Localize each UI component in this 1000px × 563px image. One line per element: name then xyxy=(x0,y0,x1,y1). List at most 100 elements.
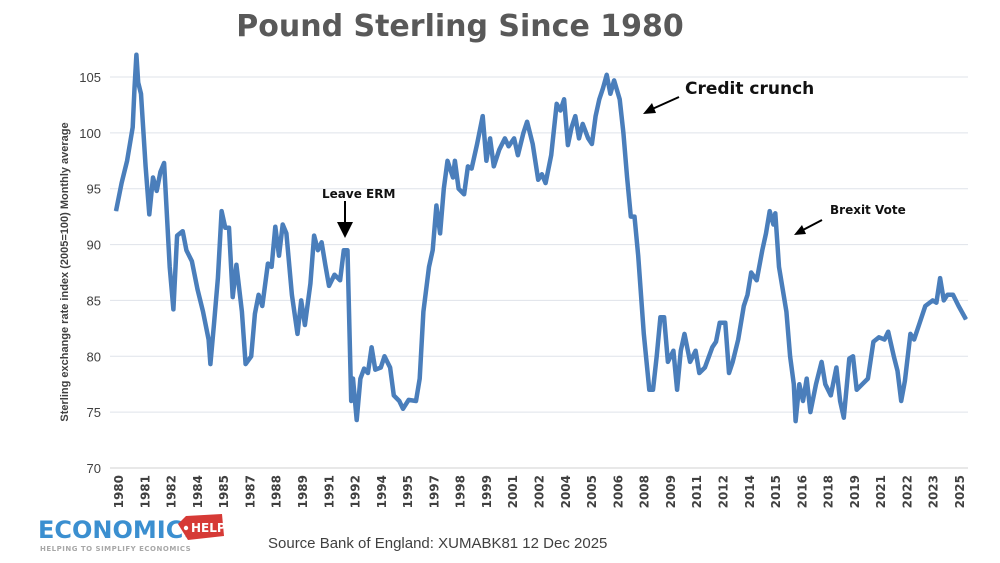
x-tick-label: 2021 xyxy=(874,475,888,508)
x-tick-label: 1980 xyxy=(112,475,126,508)
logo-text: ECONOMICS xyxy=(38,516,201,544)
data-point xyxy=(772,223,774,225)
data-point xyxy=(422,311,424,313)
data-point xyxy=(965,318,967,320)
annotation-label: Credit crunch xyxy=(685,79,814,99)
data-point xyxy=(115,210,117,212)
x-tick-label: 1984 xyxy=(191,475,205,508)
data-point xyxy=(750,272,752,273)
series-points xyxy=(115,54,967,422)
data-point xyxy=(213,322,215,324)
data-point xyxy=(389,366,391,368)
data-point xyxy=(602,87,604,89)
data-point xyxy=(591,143,593,145)
x-tick-label: 2022 xyxy=(900,475,914,508)
data-point xyxy=(224,227,226,229)
x-tick-label: 2001 xyxy=(506,475,520,508)
data-point xyxy=(695,350,697,352)
arrow-left-icon xyxy=(794,225,806,235)
data-point xyxy=(732,361,734,363)
x-tick-label: 2016 xyxy=(795,475,809,508)
data-point xyxy=(835,366,837,368)
data-point xyxy=(324,264,326,266)
data-point xyxy=(482,115,484,117)
data-point xyxy=(756,279,758,281)
data-point xyxy=(806,378,808,380)
logo-tagline: HELPING TO SIMPLIFY ECONOMICS xyxy=(40,545,191,553)
data-point xyxy=(719,322,721,324)
data-point xyxy=(958,305,960,307)
data-point xyxy=(802,400,804,402)
data-point xyxy=(196,288,198,290)
data-point xyxy=(746,294,748,296)
data-point xyxy=(350,400,352,402)
data-point xyxy=(904,380,906,382)
x-tick-label: 1987 xyxy=(243,475,257,508)
data-point xyxy=(848,358,850,360)
data-point xyxy=(513,137,515,139)
x-tick-label: 2014 xyxy=(743,475,757,508)
data-point xyxy=(504,137,506,139)
data-point xyxy=(798,383,800,385)
data-point xyxy=(169,266,171,268)
data-point xyxy=(258,294,260,296)
data-point xyxy=(371,346,373,348)
x-tick-label: 1994 xyxy=(375,475,389,508)
data-point xyxy=(261,305,263,307)
data-point xyxy=(537,179,539,181)
data-point xyxy=(282,223,284,225)
data-point xyxy=(711,346,713,348)
x-tick-label: 2009 xyxy=(664,475,678,508)
data-point xyxy=(663,316,665,318)
data-point xyxy=(778,266,780,268)
data-point xyxy=(217,277,219,279)
data-point xyxy=(909,333,911,335)
y-tick-label: 75 xyxy=(87,405,101,420)
arrow-shaft xyxy=(649,96,680,111)
data-point xyxy=(439,232,441,234)
data-point xyxy=(578,137,580,139)
data-point xyxy=(443,188,445,190)
data-point xyxy=(824,383,826,385)
data-point xyxy=(296,333,298,335)
data-point xyxy=(769,210,771,212)
data-point xyxy=(235,264,237,266)
data-point xyxy=(821,361,823,363)
y-tick-label: 80 xyxy=(87,349,101,364)
data-point xyxy=(680,350,682,352)
data-point xyxy=(676,389,678,391)
x-tick-label: 1988 xyxy=(270,475,284,508)
data-point xyxy=(328,285,330,287)
data-point xyxy=(152,177,154,179)
data-point xyxy=(935,302,937,304)
data-point xyxy=(595,115,597,117)
data-point xyxy=(637,255,639,257)
economics-help-logo[interactable]: ECONOMICS HELP HELPING TO SIMPLIFY ECONO… xyxy=(38,514,226,553)
data-point xyxy=(567,144,569,146)
data-point xyxy=(648,389,650,391)
x-tick-label: 2002 xyxy=(533,475,547,508)
data-point xyxy=(334,274,336,276)
y-tick-label: 70 xyxy=(87,461,101,476)
data-point xyxy=(463,193,465,195)
data-point xyxy=(743,305,745,307)
arrow-left-icon xyxy=(643,103,656,114)
data-point xyxy=(126,160,128,162)
data-point xyxy=(667,361,669,363)
data-point xyxy=(672,350,674,352)
data-point xyxy=(541,173,543,175)
data-point xyxy=(313,235,315,237)
data-point xyxy=(830,394,832,396)
data-point xyxy=(493,165,495,167)
data-point xyxy=(380,366,382,368)
data-point xyxy=(559,110,561,112)
data-point xyxy=(684,333,686,335)
data-point xyxy=(148,213,150,215)
data-point xyxy=(795,420,797,422)
annotation-brexit-vote: Brexit Vote xyxy=(794,203,906,235)
data-point xyxy=(228,227,230,229)
data-point xyxy=(393,394,395,396)
arrow-down-icon xyxy=(337,222,353,238)
data-point xyxy=(185,249,187,251)
